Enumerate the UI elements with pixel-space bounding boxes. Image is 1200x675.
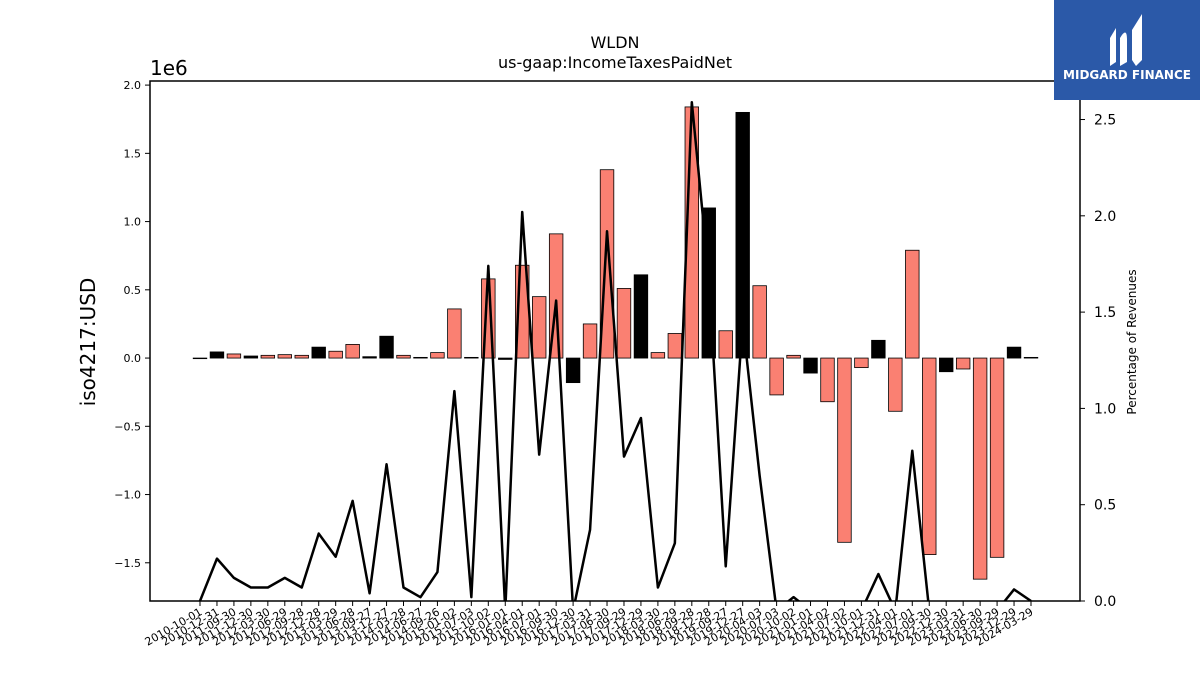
bar bbox=[871, 339, 886, 359]
bar bbox=[803, 357, 818, 374]
chart-subtitle: us-gaap:IncomeTaxesPaidNet bbox=[498, 53, 732, 72]
bar bbox=[820, 357, 835, 403]
y-tick-label: 1.0 bbox=[124, 216, 142, 229]
y-axis: −1.5 −1.0 −0.5 0.0 0.5 1.0 1.5 2.0 bbox=[114, 79, 150, 570]
y-tick-label: −0.5 bbox=[114, 420, 141, 433]
bar bbox=[922, 357, 937, 555]
midgard-finance-logo: MIDGARD FINANCE bbox=[1054, 0, 1200, 100]
bar bbox=[667, 333, 683, 359]
x-axis: 2010-10-012010-12-312011-09-302011-12-30… bbox=[143, 601, 1036, 649]
bar bbox=[735, 111, 750, 359]
bar bbox=[209, 351, 225, 359]
logo-mark-icon bbox=[1054, 0, 1200, 100]
bar bbox=[888, 357, 903, 412]
percentage-line bbox=[198, 100, 1032, 601]
bar bbox=[769, 357, 784, 396]
y2-tick-label: 2.5 bbox=[1094, 113, 1116, 129]
y-tick-label: 2.0 bbox=[124, 79, 142, 92]
bar bbox=[633, 274, 649, 359]
bar bbox=[396, 354, 411, 359]
bar bbox=[430, 352, 445, 359]
bar bbox=[243, 355, 259, 359]
y-axis-label: iso4217:USD bbox=[76, 278, 100, 407]
bar bbox=[650, 352, 666, 359]
y2-tick-label: 0.0 bbox=[1094, 594, 1116, 610]
bar bbox=[192, 357, 208, 360]
line-layer bbox=[198, 100, 1032, 601]
logo-text: MIDGARD FINANCE bbox=[1063, 68, 1191, 82]
bar bbox=[413, 356, 428, 359]
y2-axis-label: Percentage of Revenues bbox=[1125, 269, 1139, 414]
bar bbox=[1006, 346, 1022, 359]
bar bbox=[1023, 356, 1039, 359]
bar bbox=[464, 356, 479, 359]
y2-tick-label: 1.5 bbox=[1094, 305, 1116, 321]
bar bbox=[498, 357, 513, 360]
y-tick-label: 0.5 bbox=[124, 284, 142, 297]
bar bbox=[582, 323, 598, 359]
y-tick-label: −1.5 bbox=[114, 557, 141, 570]
y2-axis: 0.0 0.5 1.0 1.5 2.0 2.5 bbox=[1080, 113, 1116, 610]
bar bbox=[718, 330, 733, 359]
y-tick-label: −1.0 bbox=[114, 489, 141, 502]
bar bbox=[565, 357, 581, 384]
bar bbox=[905, 249, 920, 359]
bar bbox=[260, 354, 276, 359]
bar bbox=[616, 288, 632, 359]
y2-tick-label: 2.0 bbox=[1094, 209, 1116, 225]
bar bbox=[989, 357, 1005, 558]
bar bbox=[972, 357, 988, 580]
bar bbox=[786, 354, 801, 359]
y-offset-label: 1e6 bbox=[150, 56, 188, 80]
chart-title: WLDN bbox=[590, 33, 639, 52]
bar bbox=[328, 350, 343, 359]
y-tick-label: 0.0 bbox=[124, 352, 142, 365]
bar bbox=[854, 357, 869, 369]
y-tick-label: 1.5 bbox=[124, 147, 142, 160]
bar bbox=[752, 285, 767, 359]
y2-tick-label: 1.0 bbox=[1094, 401, 1116, 417]
bar bbox=[277, 354, 292, 359]
bar bbox=[311, 346, 326, 359]
bar bbox=[955, 357, 971, 370]
plot-frame bbox=[149, 80, 1081, 602]
bar bbox=[837, 357, 852, 543]
bar bbox=[939, 357, 954, 373]
bar bbox=[294, 354, 309, 359]
bar bbox=[345, 344, 360, 359]
bar bbox=[362, 356, 377, 359]
bar bbox=[532, 296, 547, 359]
bar bbox=[226, 353, 242, 359]
bar bbox=[447, 308, 462, 359]
y2-tick-label: 0.5 bbox=[1094, 498, 1116, 514]
bar bbox=[379, 335, 394, 359]
